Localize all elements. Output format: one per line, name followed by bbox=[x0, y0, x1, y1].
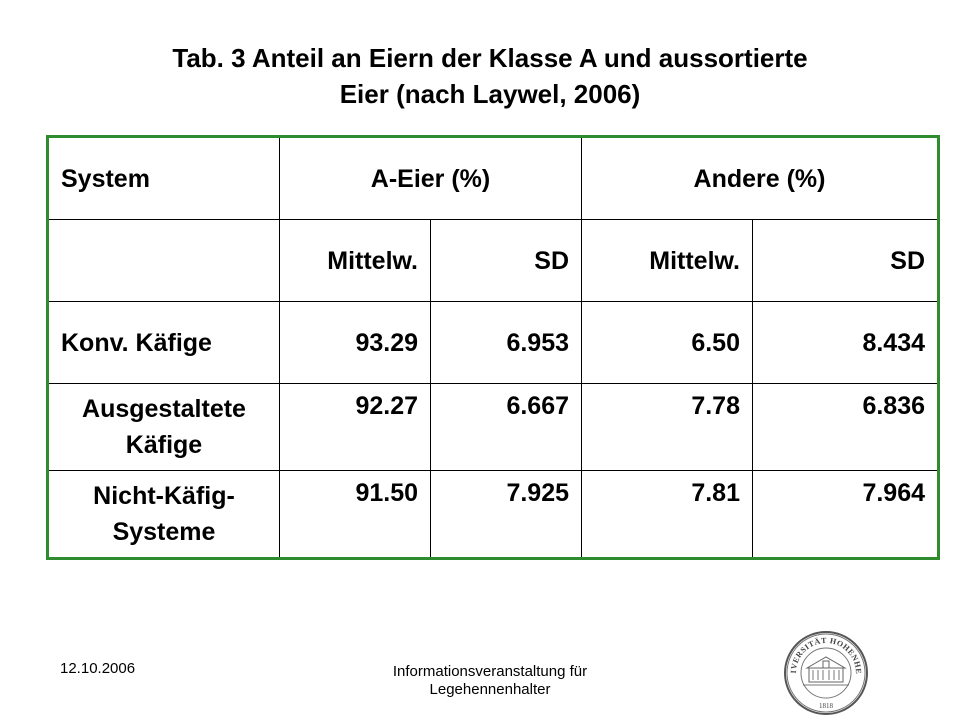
table-row: Nicht-Käfig- Systeme 91.50 7.925 7.81 7.… bbox=[47, 470, 939, 559]
cell-value: 7.964 bbox=[752, 470, 939, 559]
university-seal-icon: UNIVERSITÄT HOHENHEIM 1818 bbox=[779, 623, 869, 716]
cell-value: 7.925 bbox=[430, 470, 582, 559]
cell-value: 6.953 bbox=[430, 301, 582, 384]
cell-value: 7.78 bbox=[581, 383, 753, 471]
subheader-other-mean: Mittelw. bbox=[581, 219, 753, 302]
subheader-other-sd: SD bbox=[752, 219, 939, 302]
cell-value: 93.29 bbox=[279, 301, 431, 384]
title-line-2: Eier (nach Laywel, 2006) bbox=[339, 79, 641, 109]
cell-value: 6.667 bbox=[430, 383, 582, 471]
svg-text:1818: 1818 bbox=[819, 702, 834, 710]
footer-event-line: Informationsveranstaltung für bbox=[392, 663, 588, 680]
row-label-line: Ausgestaltete bbox=[82, 395, 246, 423]
row-label-line: Nicht-Käfig- bbox=[93, 482, 235, 510]
row-label-line: Systeme bbox=[112, 518, 216, 546]
row-label: Ausgestaltete Käfige bbox=[47, 383, 280, 471]
results-table: System A-Eier (%) Andere (%) Mittelw. SD… bbox=[46, 135, 940, 560]
row-label-line: Käfige bbox=[125, 431, 203, 459]
cell-value: 6.50 bbox=[581, 301, 753, 384]
table-row: Konv. Käfige 93.29 6.953 6.50 8.434 bbox=[47, 301, 939, 384]
page-title: Tab. 3 Anteil an Eiern der Klasse A und … bbox=[60, 40, 920, 112]
table-row: Ausgestaltete Käfige 92.27 6.667 7.78 6.… bbox=[47, 383, 939, 471]
subheader-a-mean: Mittelw. bbox=[279, 219, 431, 302]
row-label: Nicht-Käfig- Systeme bbox=[47, 470, 280, 559]
footer-date: 12.10.2006 bbox=[60, 660, 136, 677]
subheader-a-sd: SD bbox=[430, 219, 582, 302]
subheader-empty bbox=[47, 219, 280, 302]
table-subheader-row: Mittelw. SD Mittelw. SD bbox=[47, 219, 939, 302]
cell-value: 6.836 bbox=[752, 383, 939, 471]
header-a-eier: A-Eier (%) bbox=[279, 136, 582, 220]
title-line-1: Tab. 3 Anteil an Eiern der Klasse A und … bbox=[172, 43, 808, 73]
cell-value: 8.434 bbox=[752, 301, 939, 384]
header-system: System bbox=[47, 136, 280, 220]
footer-event-line: Legehennenhalter bbox=[429, 681, 551, 698]
row-label: Konv. Käfige bbox=[47, 301, 280, 384]
table-header-row: System A-Eier (%) Andere (%) bbox=[47, 136, 939, 220]
cell-value: 91.50 bbox=[279, 470, 431, 559]
cell-value: 7.81 bbox=[581, 470, 753, 559]
header-andere: Andere (%) bbox=[581, 136, 939, 220]
cell-value: 92.27 bbox=[279, 383, 431, 471]
footer-event: Informationsveranstaltung für Legehennen… bbox=[330, 663, 650, 699]
